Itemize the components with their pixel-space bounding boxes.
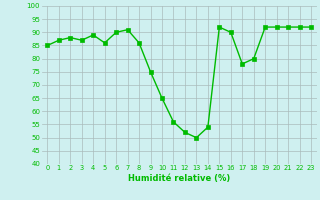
- X-axis label: Humidité relative (%): Humidité relative (%): [128, 174, 230, 183]
